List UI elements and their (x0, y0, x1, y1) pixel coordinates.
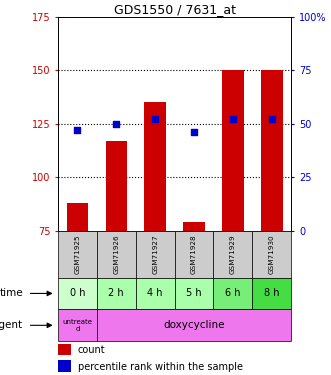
Bar (213, 278, 252, 309)
Text: 8 h: 8 h (264, 288, 280, 298)
Text: GSM71925: GSM71925 (74, 234, 80, 274)
Bar (97, 231, 136, 278)
Text: percentile rank within the sample: percentile rank within the sample (78, 362, 243, 372)
Bar (58, 309, 97, 341)
Text: GSM71928: GSM71928 (191, 234, 197, 274)
Point (230, 117, 236, 123)
Bar (144, 102, 166, 231)
Point (114, 121, 119, 127)
Text: 2 h: 2 h (109, 288, 124, 298)
Bar (261, 70, 283, 231)
Bar (58, 278, 97, 309)
Bar (252, 231, 291, 278)
Point (269, 117, 274, 123)
Text: 4 h: 4 h (147, 288, 163, 298)
Text: untreate
d: untreate d (62, 319, 92, 332)
Bar (67, 203, 88, 231)
Text: 0 h: 0 h (70, 288, 85, 298)
Text: GSM71926: GSM71926 (113, 234, 119, 274)
Text: GSM71929: GSM71929 (230, 234, 236, 274)
Bar (97, 309, 291, 341)
Bar (222, 70, 244, 231)
Text: 5 h: 5 h (186, 288, 202, 298)
Text: time: time (0, 288, 23, 298)
Bar (58, 231, 97, 278)
Bar (175, 231, 213, 278)
Text: GSM71927: GSM71927 (152, 234, 158, 274)
Point (153, 117, 158, 123)
Bar (106, 141, 127, 231)
Bar (136, 231, 175, 278)
Bar (175, 278, 213, 309)
Bar (213, 231, 252, 278)
Point (191, 129, 197, 135)
Text: 6 h: 6 h (225, 288, 241, 298)
Bar (97, 278, 136, 309)
Bar (136, 278, 175, 309)
Text: count: count (78, 345, 105, 355)
Bar (183, 222, 205, 231)
Point (75, 127, 80, 133)
Bar (252, 278, 291, 309)
Bar (58, 360, 71, 372)
Text: agent: agent (0, 320, 23, 330)
Text: doxycycline: doxycycline (163, 320, 225, 330)
Text: GSM71930: GSM71930 (269, 234, 275, 274)
Bar (58, 344, 71, 355)
Title: GDS1550 / 7631_at: GDS1550 / 7631_at (114, 3, 236, 16)
